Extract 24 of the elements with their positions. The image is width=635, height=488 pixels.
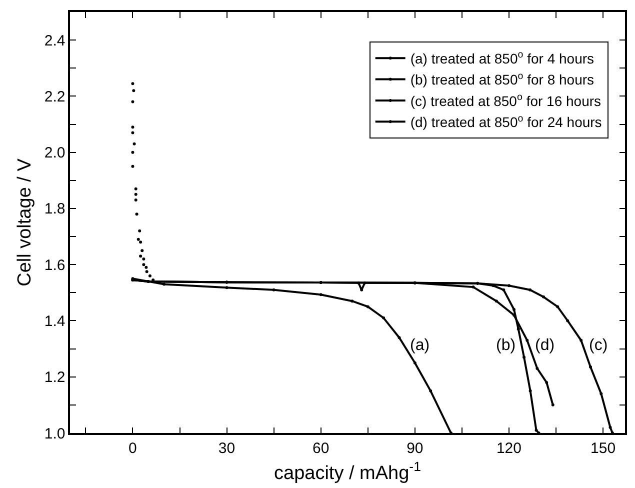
x-tick-label: 120: [496, 440, 522, 457]
legend-label: (b) treated at 850$^{o}$ for 8 hours: [410, 70, 594, 88]
x-tick-label: 0: [128, 440, 137, 457]
annotation: (a): [410, 337, 430, 354]
x-tick-label: 30: [218, 440, 236, 457]
legend-label: (d) treated at 850$^{o}$ for 24 hours: [410, 113, 602, 130]
x-axis-title: capacity / mAhg$^{-1}$: [274, 459, 421, 484]
y-tick-label: 1.6: [44, 256, 66, 274]
y-tick-label: 1.4: [44, 312, 66, 330]
y-tick-label: 1.0: [44, 425, 66, 442]
legend-label: (a) treated at 850$^{o}$ for 4 hours: [410, 50, 594, 67]
y-tick-label: 1.2: [44, 369, 66, 386]
x-tick-label: 60: [312, 440, 330, 457]
y-axis-title: Cell voltage / V: [14, 158, 36, 286]
legend-label: (c) treated at 850$^{o}$ for 16 hours: [410, 92, 602, 109]
x-tick-label: 150: [590, 440, 616, 457]
y-tick-label: 1.8: [44, 200, 66, 218]
y-tick-label: 2.2: [44, 88, 66, 106]
y-tick-label: 2.0: [44, 144, 66, 162]
x-tick-label: 90: [406, 440, 424, 457]
annotation: (c): [589, 337, 608, 354]
annotation: (d): [535, 337, 555, 354]
annotation: (b): [496, 337, 516, 354]
y-tick-label: 2.4: [44, 32, 66, 50]
